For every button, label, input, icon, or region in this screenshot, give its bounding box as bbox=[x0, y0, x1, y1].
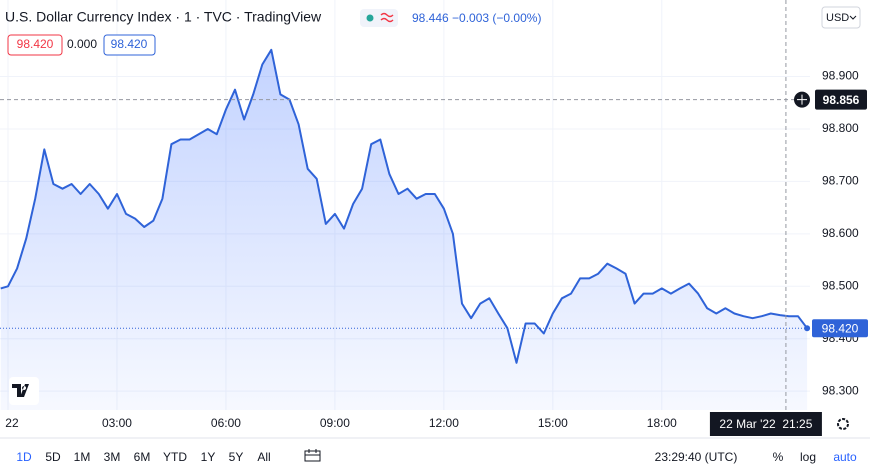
bid: 98.420 bbox=[17, 37, 54, 51]
last-point bbox=[804, 325, 811, 332]
status-pill bbox=[360, 9, 398, 27]
quote: 98.446 −0.003 (−0.00%) bbox=[412, 11, 541, 25]
y-tick-label: 98.800 bbox=[822, 121, 859, 135]
last-price-label: 98.420 bbox=[822, 321, 859, 335]
range-button[interactable]: 3M bbox=[104, 450, 121, 464]
x-tick-label: 03:00 bbox=[102, 416, 132, 430]
clock: 23:29:40 (UTC) bbox=[655, 450, 738, 464]
crosshair-y-box bbox=[815, 89, 867, 110]
range-button[interactable]: 1M bbox=[74, 450, 91, 464]
tv-logo[interactable] bbox=[12, 384, 29, 397]
currency: USD bbox=[826, 12, 849, 24]
ask: 98.420 bbox=[111, 37, 148, 51]
scale-option[interactable]: % bbox=[773, 450, 784, 464]
scale-option[interactable]: auto bbox=[833, 450, 857, 464]
y-tick-label: 98.300 bbox=[822, 383, 859, 397]
ask-box[interactable] bbox=[103, 34, 156, 56]
scale-option[interactable]: log bbox=[800, 450, 816, 464]
range-button[interactable]: 6M bbox=[134, 450, 151, 464]
crosshair-y-label: 98.856 bbox=[823, 93, 860, 107]
y-tick-label: 98.600 bbox=[822, 226, 859, 240]
currency-button[interactable] bbox=[821, 6, 861, 29]
last-price-box bbox=[812, 319, 868, 338]
range-button[interactable]: YTD bbox=[163, 450, 187, 464]
range-button[interactable]: 5D bbox=[45, 450, 61, 464]
settings-icon[interactable] bbox=[837, 418, 849, 430]
x-tick-label: 18:00 bbox=[647, 416, 677, 430]
crosshair-x-label: 22 Mar '22 21:25 bbox=[719, 417, 812, 431]
x-tick-label: 06:00 bbox=[211, 416, 241, 430]
date-range-icon[interactable] bbox=[304, 449, 321, 462]
price-line bbox=[0, 48, 808, 364]
x-tick-label: 12:00 bbox=[429, 416, 459, 430]
range-button[interactable]: 1Y bbox=[201, 450, 216, 464]
plus bbox=[797, 94, 807, 105]
market-open-icon bbox=[366, 14, 374, 22]
y-tick-label: 98.700 bbox=[822, 174, 859, 188]
y-tick-label: 98.900 bbox=[822, 69, 859, 83]
crosshair-x-box bbox=[709, 412, 822, 436]
range-button[interactable]: 5Y bbox=[229, 450, 244, 464]
spread: 0.000 bbox=[67, 37, 97, 51]
range-button[interactable]: All bbox=[257, 450, 270, 464]
area bbox=[0, 49, 808, 411]
x-tick-label: 22 bbox=[5, 416, 19, 430]
x-tick-label: 15:00 bbox=[538, 416, 568, 430]
x-tick-label: 09:00 bbox=[320, 416, 350, 430]
chevron bbox=[849, 15, 857, 20]
range-button[interactable]: 1D bbox=[16, 450, 32, 464]
delay-icon bbox=[380, 12, 394, 23]
y-tick-label: 98.500 bbox=[822, 278, 859, 292]
bid-box[interactable] bbox=[7, 34, 63, 56]
symbol-title: U.S. Dollar Currency Index · 1 · TVC · T… bbox=[5, 9, 322, 25]
